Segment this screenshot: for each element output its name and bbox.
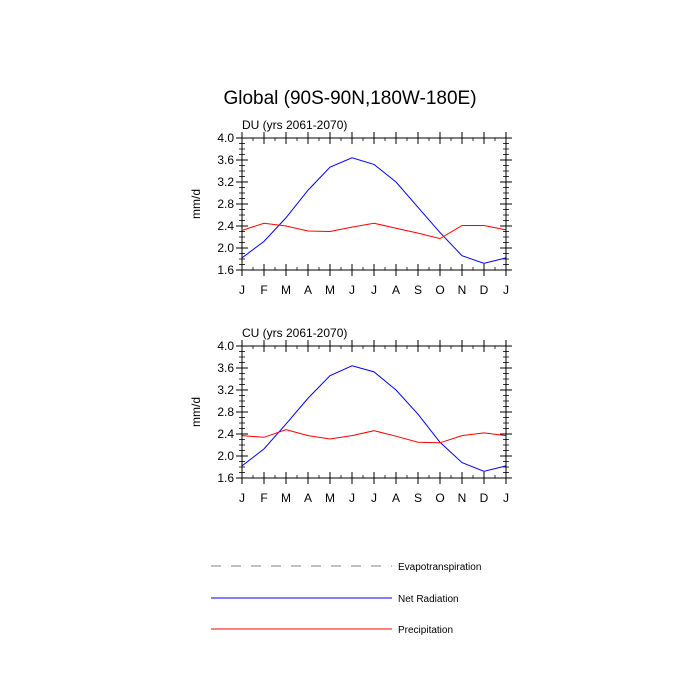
y-tick-label: 4.0 (217, 339, 234, 353)
y-axis-label: mm/d (189, 189, 203, 219)
y-tick-label: 1.6 (217, 263, 234, 277)
x-tick-label: N (458, 491, 467, 505)
x-tick-label: J (371, 491, 377, 505)
y-tick-label: 3.2 (217, 175, 234, 189)
y-tick-label: 3.6 (217, 153, 234, 167)
x-tick-label: A (304, 491, 312, 505)
x-tick-label: O (435, 283, 444, 297)
panel-title: CU (yrs 2061-2070) (242, 326, 347, 340)
y-tick-label: 2.0 (217, 449, 234, 463)
y-tick-label: 2.0 (217, 241, 234, 255)
y-tick-label: 3.2 (217, 383, 234, 397)
plot-frame (241, 137, 507, 271)
y-tick-label: 1.6 (217, 471, 234, 485)
x-tick-label: J (239, 283, 245, 297)
panel-title: DU (yrs 2061-2070) (242, 118, 347, 132)
x-tick-label: M (325, 283, 335, 297)
x-tick-label: J (239, 491, 245, 505)
y-tick-label: 4.0 (217, 131, 234, 145)
x-tick-label: S (414, 491, 422, 505)
x-tick-label: A (392, 283, 400, 297)
legend: Evapotranspiration Net Radiation Precipita… (211, 562, 481, 636)
plot-frame (241, 345, 507, 479)
series-line-net-radiation (241, 157, 507, 264)
y-tick-label: 2.8 (217, 197, 234, 211)
series-line-precipitation (241, 222, 507, 240)
figure-title: Global (90S-90N,180W-180E) (223, 88, 476, 109)
legend-label: Net Radiation (398, 594, 459, 605)
legend-label: Evapotranspiration (398, 562, 481, 573)
series-line-net-radiation (241, 365, 507, 472)
x-tick-label: J (371, 283, 377, 297)
chart-panel-1: DU (yrs 2061-2070) mm/d 1.6 2.0 2.4 2.8 3.2 3.6… (189, 118, 512, 297)
x-tick-label: F (260, 283, 267, 297)
y-tick-label: 3.6 (217, 361, 234, 375)
x-tick-label: J (503, 283, 509, 297)
x-tick-label: M (325, 491, 335, 505)
x-tick-label: M (281, 283, 291, 297)
x-tick-label: O (435, 491, 444, 505)
legend-label: Precipitation (398, 625, 453, 636)
y-tick-label: 2.4 (217, 219, 234, 233)
x-tick-label: D (480, 491, 489, 505)
x-tick-label: A (304, 283, 312, 297)
x-tick-label: M (281, 491, 291, 505)
x-tick-label: F (260, 491, 267, 505)
x-tick-label: J (503, 491, 509, 505)
series-line-precipitation (241, 429, 507, 444)
y-axis-label: mm/d (189, 397, 203, 427)
x-tick-label: S (414, 283, 422, 297)
x-tick-label: A (392, 491, 400, 505)
chart-panel-2: CU (yrs 2061-2070) mm/d 1.6 2.0 2.4 2.8 3.2 3.6… (189, 326, 512, 505)
x-tick-label: D (480, 283, 489, 297)
x-tick-label: N (458, 283, 467, 297)
y-tick-label: 2.4 (217, 427, 234, 441)
x-tick-label: J (349, 283, 355, 297)
y-tick-label: 2.8 (217, 405, 234, 419)
x-tick-label: J (349, 491, 355, 505)
